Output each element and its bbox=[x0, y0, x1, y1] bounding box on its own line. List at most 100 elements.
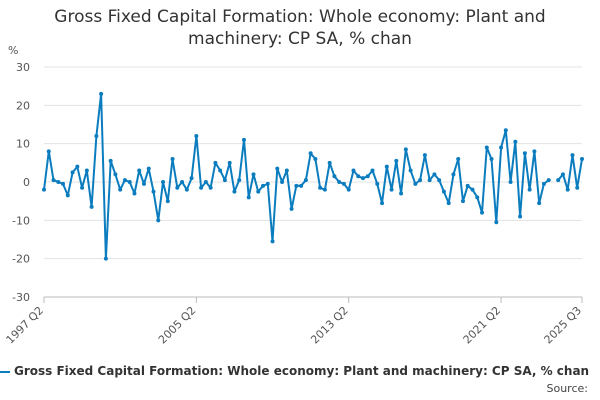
data-point[interactable] bbox=[146, 166, 151, 171]
data-point[interactable] bbox=[432, 172, 437, 177]
data-point[interactable] bbox=[308, 151, 313, 156]
data-point[interactable] bbox=[389, 187, 394, 192]
data-point[interactable] bbox=[99, 91, 104, 96]
data-point[interactable] bbox=[356, 174, 361, 179]
data-point[interactable] bbox=[580, 157, 584, 161]
data-point[interactable] bbox=[284, 168, 289, 173]
data-point[interactable] bbox=[399, 191, 404, 196]
data-point[interactable] bbox=[408, 168, 413, 173]
data-point[interactable] bbox=[94, 134, 99, 138]
data-point[interactable] bbox=[213, 160, 218, 165]
data-point[interactable] bbox=[465, 183, 470, 188]
data-point[interactable] bbox=[327, 160, 332, 165]
data-point[interactable] bbox=[560, 172, 565, 177]
data-point[interactable] bbox=[337, 180, 342, 184]
data-point[interactable] bbox=[227, 160, 232, 165]
data-point[interactable] bbox=[161, 180, 166, 184]
data-point[interactable] bbox=[256, 189, 261, 194]
data-point[interactable] bbox=[513, 139, 518, 144]
data-point[interactable] bbox=[546, 178, 551, 183]
data-point[interactable] bbox=[141, 181, 146, 186]
data-point[interactable] bbox=[194, 134, 199, 138]
data-point[interactable] bbox=[294, 183, 299, 188]
data-point[interactable] bbox=[503, 128, 508, 133]
data-point[interactable] bbox=[441, 189, 446, 194]
data-point[interactable] bbox=[118, 187, 123, 192]
data-point[interactable] bbox=[180, 180, 185, 184]
data-point[interactable] bbox=[237, 178, 242, 183]
data-point[interactable] bbox=[137, 168, 142, 173]
data-point[interactable] bbox=[460, 199, 465, 204]
data-point[interactable] bbox=[303, 178, 308, 183]
data-point[interactable] bbox=[46, 149, 51, 154]
data-point[interactable] bbox=[261, 183, 266, 188]
data-point[interactable] bbox=[241, 137, 246, 142]
data-point[interactable] bbox=[403, 147, 408, 152]
data-point[interactable] bbox=[375, 181, 380, 186]
data-point[interactable] bbox=[280, 180, 285, 184]
data-point[interactable] bbox=[570, 153, 575, 158]
data-point[interactable] bbox=[203, 180, 208, 184]
data-point[interactable] bbox=[218, 168, 223, 173]
data-point[interactable] bbox=[151, 189, 156, 194]
data-point[interactable] bbox=[108, 158, 113, 163]
data-point[interactable] bbox=[265, 181, 270, 186]
data-point[interactable] bbox=[575, 185, 580, 190]
data-point[interactable] bbox=[89, 204, 94, 209]
data-point[interactable] bbox=[75, 164, 80, 169]
data-point[interactable] bbox=[299, 183, 304, 188]
data-point[interactable] bbox=[413, 181, 418, 186]
data-point[interactable] bbox=[322, 187, 327, 192]
data-point[interactable] bbox=[480, 210, 485, 215]
data-point[interactable] bbox=[427, 178, 432, 183]
data-point[interactable] bbox=[103, 256, 108, 261]
data-point[interactable] bbox=[270, 239, 275, 244]
data-point[interactable] bbox=[522, 151, 527, 156]
data-point[interactable] bbox=[532, 149, 537, 154]
data-point[interactable] bbox=[565, 187, 570, 192]
data-point[interactable] bbox=[470, 187, 475, 192]
data-point[interactable] bbox=[451, 172, 456, 177]
data-point[interactable] bbox=[222, 178, 227, 183]
data-point[interactable] bbox=[65, 193, 70, 198]
data-point[interactable] bbox=[341, 181, 346, 186]
data-point[interactable] bbox=[380, 201, 385, 206]
data-point[interactable] bbox=[127, 180, 132, 184]
data-point[interactable] bbox=[360, 176, 365, 181]
data-point[interactable] bbox=[332, 174, 337, 179]
data-point[interactable] bbox=[170, 157, 175, 161]
data-point[interactable] bbox=[42, 187, 46, 192]
data-point[interactable] bbox=[494, 220, 499, 225]
data-point[interactable] bbox=[275, 166, 280, 171]
data-point[interactable] bbox=[422, 153, 427, 158]
data-point[interactable] bbox=[113, 172, 118, 177]
data-point[interactable] bbox=[70, 170, 75, 175]
data-point[interactable] bbox=[80, 185, 85, 190]
data-point[interactable] bbox=[346, 187, 351, 192]
data-point[interactable] bbox=[518, 214, 523, 219]
data-point[interactable] bbox=[537, 201, 542, 206]
data-point[interactable] bbox=[384, 164, 389, 169]
data-point[interactable] bbox=[289, 206, 294, 211]
legend[interactable]: Gross Fixed Capital Formation: Whole eco… bbox=[0, 364, 589, 378]
data-point[interactable] bbox=[437, 178, 442, 183]
data-point[interactable] bbox=[189, 176, 194, 181]
data-point[interactable] bbox=[84, 168, 89, 173]
data-point[interactable] bbox=[418, 178, 423, 183]
data-point[interactable] bbox=[484, 145, 489, 150]
data-point[interactable] bbox=[475, 195, 480, 200]
data-point[interactable] bbox=[541, 181, 546, 186]
data-point[interactable] bbox=[318, 185, 323, 190]
data-point[interactable] bbox=[175, 185, 180, 190]
data-point[interactable] bbox=[351, 168, 356, 173]
data-point[interactable] bbox=[489, 157, 494, 161]
data-point[interactable] bbox=[246, 195, 251, 200]
data-point[interactable] bbox=[122, 178, 127, 183]
data-point[interactable] bbox=[165, 199, 170, 204]
data-point[interactable] bbox=[132, 191, 137, 196]
data-point[interactable] bbox=[251, 172, 256, 177]
data-point[interactable] bbox=[313, 157, 318, 161]
data-point[interactable] bbox=[184, 187, 189, 192]
data-point[interactable] bbox=[556, 178, 561, 183]
data-point[interactable] bbox=[370, 168, 375, 173]
